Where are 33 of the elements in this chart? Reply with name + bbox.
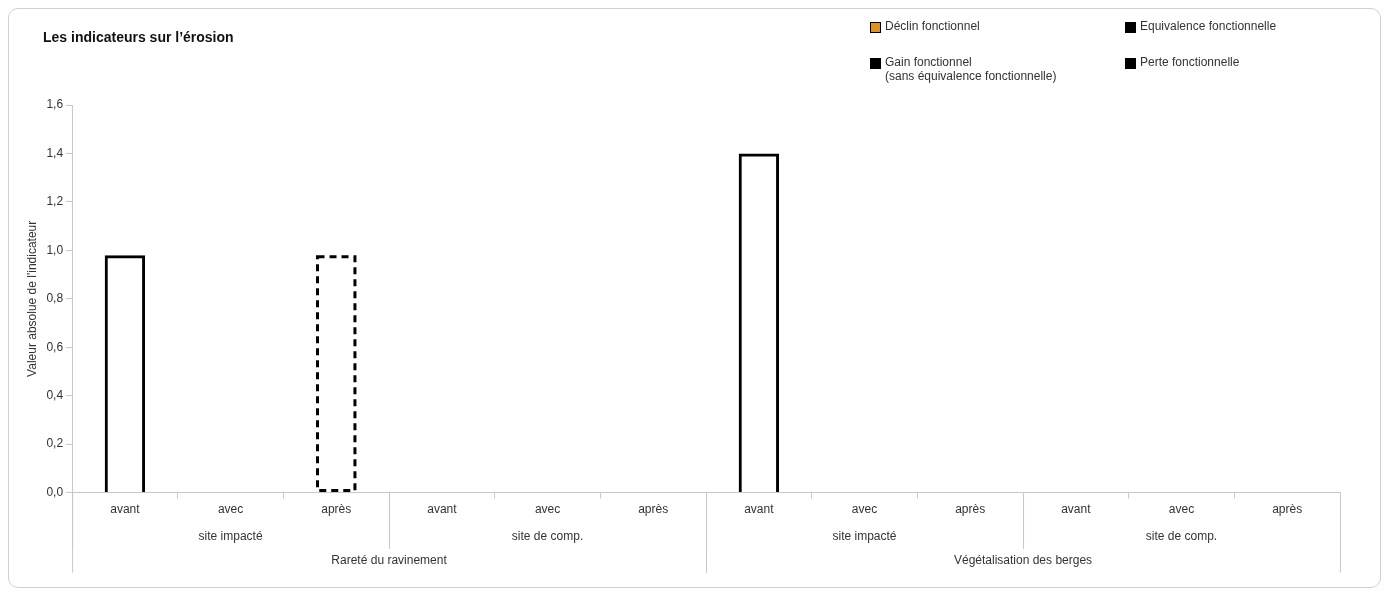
y-tick-label: 0,0 (46, 484, 64, 499)
y-tick-label: 0,6 (46, 339, 64, 354)
y-tick-label: 0,8 (46, 291, 64, 306)
legend-label: Equivalence fonctionnelle (1140, 19, 1277, 33)
x-tick-label: avant (1061, 502, 1092, 517)
x-tick-label: avec (534, 502, 561, 517)
x-tick-label: avant (427, 502, 458, 517)
text: site impacté (198, 528, 263, 543)
text: Végétalisation des berges (953, 552, 1093, 567)
y-tick-label: 1,4 (46, 145, 64, 160)
x-tick-label: après (1272, 502, 1303, 517)
y-tick-label: 1,6 (46, 97, 64, 112)
y-axis-title: Valeur absolue de l'indicateur (24, 220, 39, 377)
x-tick-label: avec (851, 502, 878, 517)
x-tick-label: après (321, 502, 352, 517)
x-tick-label: après (955, 502, 986, 517)
x-tick-label: après (638, 502, 669, 517)
y-tick-label: 0,4 (46, 388, 64, 403)
text: site de comp. (511, 528, 584, 543)
text: site de comp. (1145, 528, 1218, 543)
legend-label: Perte fonctionnelle (1140, 55, 1240, 69)
chart-title: Les indicateurs sur l’érosion (43, 29, 234, 45)
legend-label: Déclin fonctionnel (885, 19, 980, 33)
x-tick-label: avant (744, 502, 775, 517)
text: site impacté (832, 528, 897, 543)
y-tick-label: 0,2 (46, 436, 64, 451)
x-tick-label: avant (110, 502, 141, 517)
text: Rareté du ravinement (331, 552, 448, 567)
legend-label: Gain fonctionnel (sans équivalence fonctionnelle) (885, 55, 1057, 83)
x-tick-label: avec (1168, 502, 1195, 517)
y-tick-label: 1,0 (46, 242, 64, 257)
y-tick-label: 1,2 (46, 194, 64, 209)
x-tick-label: avec (217, 502, 244, 517)
